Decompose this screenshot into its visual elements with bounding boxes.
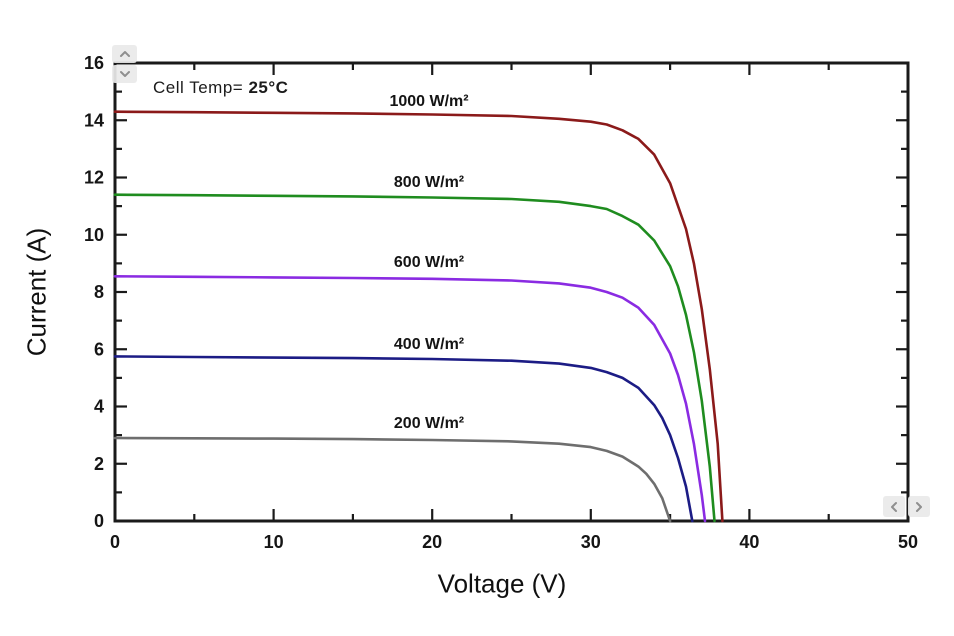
x-tick-label: 20: [422, 532, 442, 552]
y-tick-label: 6: [94, 339, 104, 359]
scroll-up-button[interactable]: [112, 45, 137, 63]
chevron-up-icon: [119, 51, 130, 57]
vertical-scroll-control: [112, 45, 137, 83]
y-tick-label: 16: [84, 53, 104, 73]
y-tick-label: 12: [84, 168, 104, 188]
series-curve-600: [113, 274, 707, 523]
cell-temp-label: Cell Temp=: [153, 78, 249, 97]
chevron-down-icon: [119, 71, 130, 77]
y-tick-label: 4: [94, 397, 104, 417]
series-label-1000: 1000 W/m²: [389, 92, 469, 110]
x-tick-label: 50: [898, 532, 918, 552]
y-tick-label: 2: [94, 454, 104, 474]
horizontal-nav-control: [883, 496, 930, 517]
x-tick-label: 40: [739, 532, 759, 552]
y-tick-label: 14: [84, 110, 104, 130]
x-tick-label: 0: [110, 532, 120, 552]
chevron-right-icon: [916, 501, 922, 512]
series-curve-400: [113, 355, 694, 523]
x-axis-title: Voltage (V): [437, 568, 567, 599]
plot-border: [113, 61, 910, 523]
nav-next-button[interactable]: [908, 496, 930, 517]
cell-temp-value: 25°C: [248, 78, 289, 97]
x-tick-label: 30: [581, 532, 601, 552]
y-axis-title: Current (A): [21, 227, 52, 357]
nav-prev-button[interactable]: [883, 496, 905, 517]
chevron-left-icon: [891, 501, 897, 512]
x-tick-label: 10: [264, 532, 284, 552]
series-label-600: 600 W/m²: [393, 254, 465, 272]
y-tick-label: 10: [84, 225, 104, 245]
cell-temp-annotation: Cell Temp= 25°C: [153, 78, 288, 98]
y-tick-label: 8: [94, 282, 104, 302]
y-tick-label: 0: [94, 511, 104, 531]
series-label-400: 400 W/m²: [393, 335, 465, 353]
series-label-800: 800 W/m²: [393, 174, 465, 192]
series-label-200: 200 W/m²: [393, 414, 465, 432]
series-curve-800: [113, 193, 716, 523]
series-curve-200: [113, 436, 672, 523]
series-curve-1000: [113, 110, 724, 523]
scroll-down-button[interactable]: [112, 65, 137, 83]
